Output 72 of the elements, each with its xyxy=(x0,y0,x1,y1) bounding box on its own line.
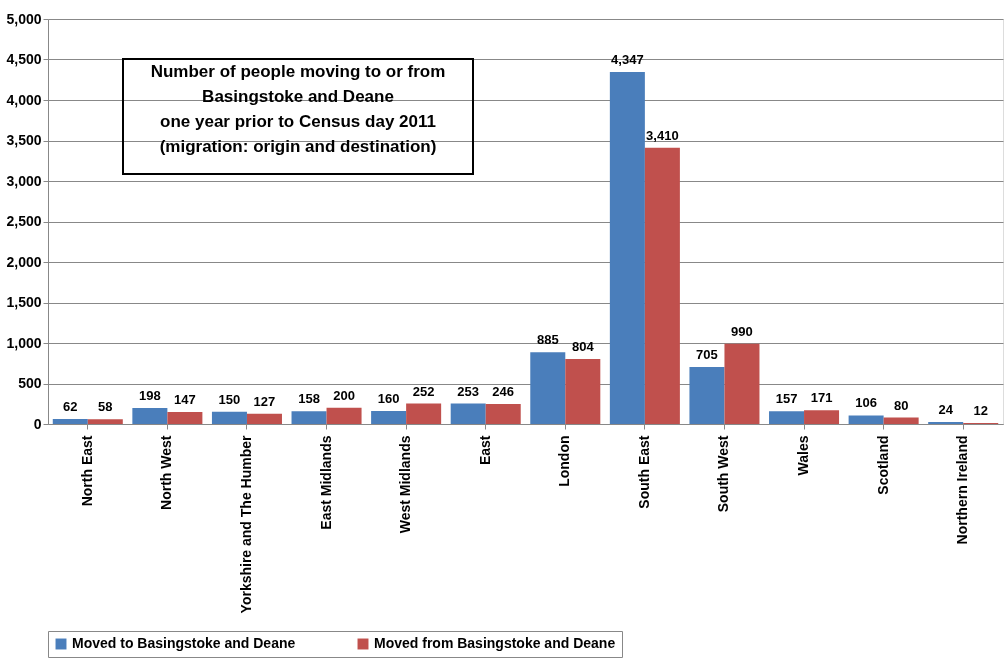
x-tick-label: North East xyxy=(78,435,95,507)
data-label: 160 xyxy=(377,391,400,407)
bar xyxy=(291,411,327,424)
x-tick-label: South East xyxy=(635,435,652,509)
x-tick-label: Scotland xyxy=(874,435,891,495)
y-tick-label: 500 xyxy=(18,375,42,391)
data-label: 252 xyxy=(412,383,435,399)
x-tick-label: North West xyxy=(158,435,175,510)
data-label: 157 xyxy=(775,391,798,407)
x-tick-label: East Midlands xyxy=(317,435,334,530)
bar xyxy=(565,358,601,424)
text: Number of people moving to or from Basingstoke and Deane one year prior to Census day 2011 (migration: origin and destination) xyxy=(150,62,446,156)
bar xyxy=(246,413,282,424)
data-label: 147 xyxy=(174,392,196,408)
y-tick-label: 4,000 xyxy=(6,91,42,108)
data-label: 12 xyxy=(973,403,988,419)
data-label: 106 xyxy=(855,395,877,411)
legend-label: Moved to Basingstoke and Deane xyxy=(72,635,296,651)
data-label: 885 xyxy=(536,332,559,348)
data-label: 200 xyxy=(333,387,355,403)
x-tick-label: South West xyxy=(715,435,732,513)
data-label: 4,347 xyxy=(611,51,644,67)
y-tick-label: 0 xyxy=(33,415,42,432)
bar xyxy=(52,418,88,424)
bar xyxy=(769,411,805,424)
data-label: 705 xyxy=(696,346,718,362)
bar xyxy=(406,403,442,424)
x-tick-label: London xyxy=(556,435,573,487)
y-tick-label: 2,500 xyxy=(6,213,42,229)
y-tick-label: 2,000 xyxy=(6,253,42,270)
bar xyxy=(167,412,203,424)
bar xyxy=(211,411,247,424)
bar xyxy=(87,419,123,424)
legend-label: Moved from Basingstoke and Deane xyxy=(374,635,616,651)
data-label: 80 xyxy=(893,397,909,413)
data-label: 171 xyxy=(810,390,833,406)
x-tick-label: Yorkshire and The Humber xyxy=(237,434,254,614)
bar xyxy=(724,343,760,424)
data-label: 150 xyxy=(218,391,241,407)
bar xyxy=(644,147,680,424)
bar xyxy=(609,71,645,424)
data-label: 253 xyxy=(457,383,480,399)
data-label: 127 xyxy=(253,393,276,409)
bar xyxy=(689,366,725,424)
y-tick-label: 1,500 xyxy=(6,294,42,310)
data-label: 3,410 xyxy=(646,127,679,143)
data-label: 804 xyxy=(571,338,595,354)
x-tick-label: Northern Ireland xyxy=(954,435,971,545)
bar xyxy=(485,404,521,424)
y-tick-label: 3,500 xyxy=(6,132,42,148)
bar xyxy=(132,407,168,424)
data-label: 990 xyxy=(731,323,753,339)
bar xyxy=(450,403,486,424)
data-label: 62 xyxy=(63,398,78,414)
x-tick-label: West Midlands xyxy=(397,435,414,534)
y-tick-label: 1,000 xyxy=(6,334,42,351)
data-label: 58 xyxy=(98,399,113,415)
bar xyxy=(530,352,566,424)
bar xyxy=(883,417,919,424)
data-label: 24 xyxy=(938,402,954,418)
x-tick-label: Wales xyxy=(795,435,812,476)
bar xyxy=(371,411,407,424)
y-tick-label: 5,000 xyxy=(6,10,42,27)
data-label: 158 xyxy=(298,391,320,407)
bar xyxy=(804,410,840,424)
bar xyxy=(848,415,884,424)
x-tick-label: East xyxy=(476,435,493,466)
y-tick-label: 4,500 xyxy=(6,51,42,67)
data-label: 246 xyxy=(492,384,515,400)
y-tick-label: 3,000 xyxy=(6,172,42,189)
data-label: 198 xyxy=(139,387,161,403)
bar xyxy=(326,407,362,424)
